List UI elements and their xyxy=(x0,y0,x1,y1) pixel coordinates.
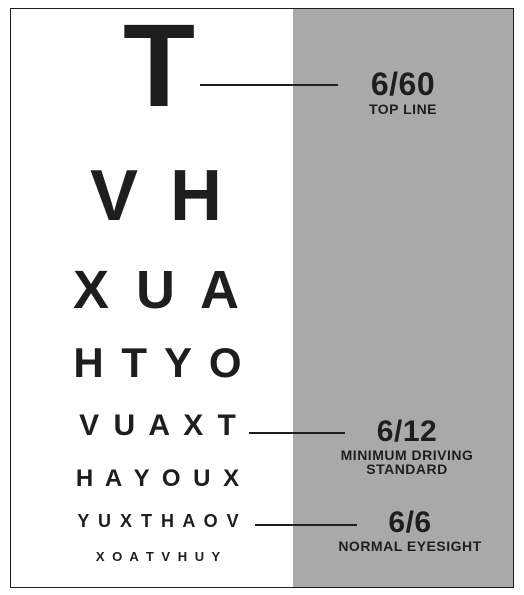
annotation-label-a12: MINIMUM DRIVING xyxy=(145,448,524,463)
annotation-a12: 6/12MINIMUM DRIVINGSTANDARD xyxy=(145,416,524,477)
annotation-ratio-a60: 6/60 xyxy=(141,68,524,102)
annotation-a6: 6/6NORMAL EYESIGHT xyxy=(148,507,524,553)
chart-row-r3: X U A xyxy=(0,263,421,317)
chart-row-r2: V H xyxy=(0,160,421,232)
annotation-a60: 6/60TOP LINE xyxy=(141,68,524,116)
chart-row-r4: H T Y O xyxy=(0,342,421,384)
annotation-label-a60: TOP LINE xyxy=(141,102,524,117)
annotation-label-a6: NORMAL EYESIGHT xyxy=(148,539,524,554)
annotation-label-a12-1: STANDARD xyxy=(145,462,524,477)
annotation-ratio-a6: 6/6 xyxy=(148,507,524,539)
annotation-ratio-a12: 6/12 xyxy=(145,416,524,448)
